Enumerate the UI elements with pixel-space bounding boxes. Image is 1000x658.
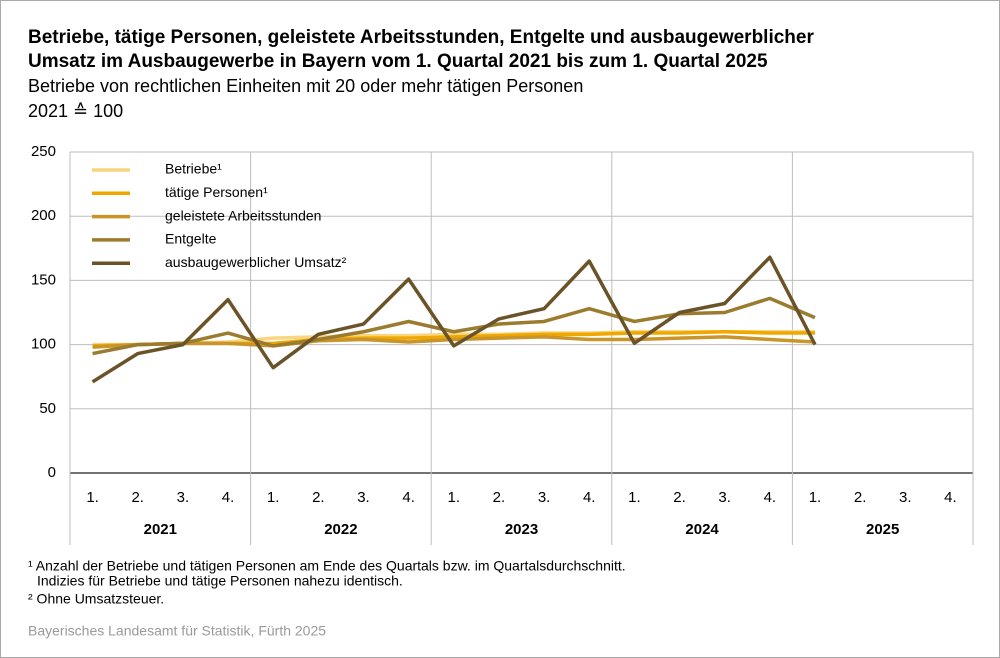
y-tick-label: 50 xyxy=(39,400,56,417)
legend-label: geleistete Arbeitsstunden xyxy=(165,207,321,223)
chart-subtitle: 2021 ≙ 100 xyxy=(28,101,123,121)
x-tick-label: 2. xyxy=(854,489,867,506)
x-tick-label: 3. xyxy=(538,489,551,506)
legend-label: ausbaugewerblicher Umsatz² xyxy=(165,254,347,270)
y-tick-label: 0 xyxy=(48,464,56,481)
chart-title: Betriebe, tätige Personen, geleistete Ar… xyxy=(28,27,814,48)
x-tick-label: 1. xyxy=(809,489,822,506)
x-tick-label: 1. xyxy=(267,489,280,506)
x-tick-label: 3. xyxy=(718,489,731,506)
x-tick-label: 4. xyxy=(222,489,235,506)
x-tick-label: 2. xyxy=(673,489,686,506)
year-label: 2023 xyxy=(505,521,538,538)
year-label: 2025 xyxy=(866,521,899,538)
x-tick-label: 3. xyxy=(899,489,912,506)
x-tick-label: 1. xyxy=(86,489,99,506)
chart-title: Umsatz im Ausbaugewerbe in Bayern vom 1.… xyxy=(28,51,768,72)
y-tick-label: 150 xyxy=(31,271,56,288)
y-tick-label: 200 xyxy=(31,207,56,224)
series-line xyxy=(92,296,816,356)
year-label: 2022 xyxy=(324,521,357,538)
series-line xyxy=(91,255,817,384)
x-tick-label: 1. xyxy=(628,489,641,506)
footnote: ¹ Anzahl der Betriebe und tätigen Person… xyxy=(28,558,626,574)
x-tick-label: 3. xyxy=(177,489,190,506)
x-tick-label: 4. xyxy=(402,489,415,506)
x-tick-label: 1. xyxy=(448,489,461,506)
series-line xyxy=(92,335,816,349)
legend-label: Betriebe¹ xyxy=(165,161,222,177)
legend-label: tätige Personen¹ xyxy=(165,184,268,200)
year-label: 2024 xyxy=(685,521,719,538)
footnote: Indizies für Betriebe und tätige Persone… xyxy=(37,573,403,589)
year-label: 2021 xyxy=(144,521,177,538)
x-tick-label: 4. xyxy=(944,489,957,506)
y-tick-label: 100 xyxy=(31,336,56,353)
x-tick-label: 2. xyxy=(131,489,144,506)
footnote: ² Ohne Umsatzsteuer. xyxy=(28,591,164,607)
y-tick-label: 250 xyxy=(31,143,56,160)
x-tick-label: 2. xyxy=(493,489,506,506)
x-tick-label: 3. xyxy=(357,489,370,506)
legend-label: Entgelte xyxy=(165,231,217,247)
x-tick-label: 4. xyxy=(583,489,596,506)
x-tick-label: 2. xyxy=(312,489,325,506)
x-tick-label: 4. xyxy=(764,489,777,506)
source: Bayerisches Landesamt für Statistik, Für… xyxy=(28,623,326,639)
chart-subtitle: Betriebe von rechtlichen Einheiten mit 2… xyxy=(28,76,583,96)
